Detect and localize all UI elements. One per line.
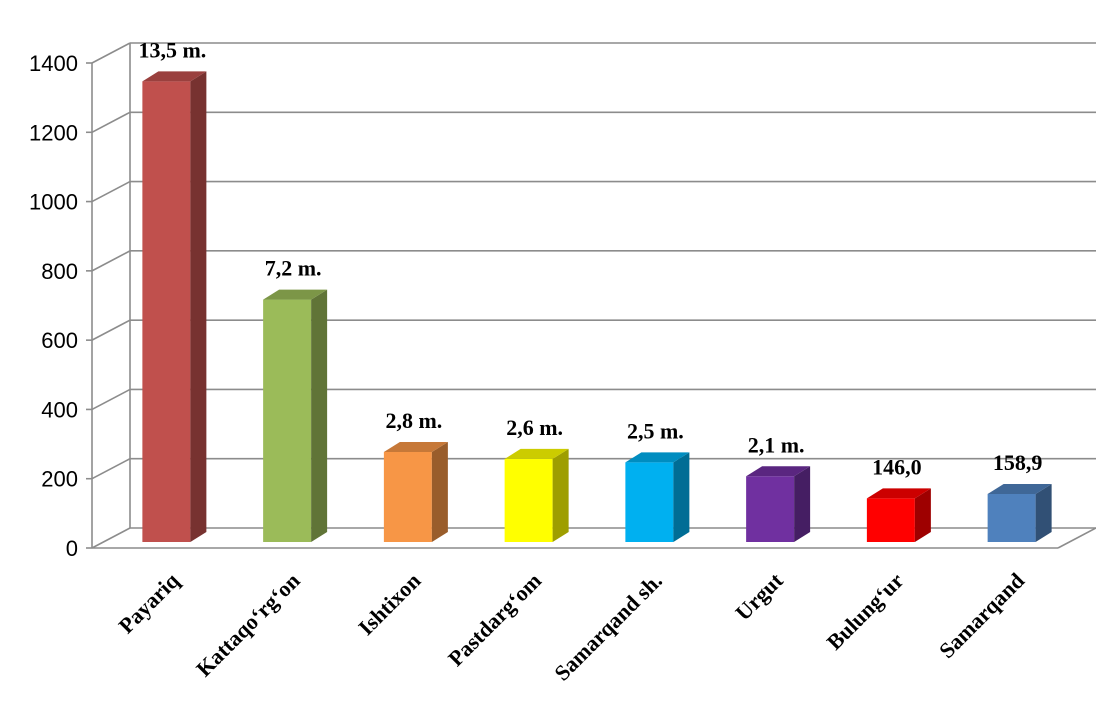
bars [142,71,1052,543]
bar-front [383,452,432,542]
data-label: 2,5 m. [627,418,684,443]
bar-top [866,488,931,499]
y-tick-label: 1000 [29,190,78,215]
bar-4 [504,448,569,542]
bar-side [914,488,931,542]
gridline-connector [91,319,131,341]
gridline-connector [91,388,131,411]
bar-top [263,289,328,300]
bar-front [987,493,1036,542]
gridlines [86,42,1096,549]
category-label: Samarqand [934,568,1029,663]
bar-top [504,448,569,459]
category-label: Kattaqo‘rg‘on [191,568,305,682]
bar-side [1035,483,1052,542]
data-label: 2,6 m. [506,415,563,440]
data-label: 2,8 m. [385,408,442,433]
category-label: Pastdarg‘om [443,568,546,671]
bar-side [673,452,690,542]
floor-right-edge [1057,527,1096,549]
y-tick-label: 200 [41,467,78,492]
gridline-connector [91,111,131,133]
gridline-connector [91,458,131,480]
category-label: Samarqand sh. [549,568,667,686]
bar-top [383,442,448,452]
y-tick-label: 0 [66,536,78,561]
bar-front [263,299,312,542]
data-label: 146,0 [872,454,922,479]
data-label: 7,2 m. [265,256,322,281]
bar-side [431,442,448,542]
bar-top [142,71,207,82]
gridline-connector [91,250,131,272]
gridline-connector [91,527,131,549]
bar-top [625,452,690,463]
bar-front [504,458,553,542]
category-label: Urgut [730,567,788,625]
bar-side [794,466,811,542]
bar-side [311,289,328,542]
y-tick-label: 800 [41,259,78,284]
y-tick-label: 400 [41,397,78,422]
bar-top [987,483,1052,494]
bar-side [552,448,569,542]
bar-front [746,476,795,542]
bar-front [625,462,674,542]
y-axis-ticks: 0 200 400 600 800 1000 1200 1400 [29,51,78,561]
bar-front [142,81,191,543]
bar-8 [987,483,1052,542]
y-tick-label: 1200 [29,120,78,145]
bar-top [746,466,811,477]
bar-front [866,498,915,542]
gridline-connector [91,42,131,64]
bar-2 [263,289,328,542]
data-label: 13,5 m. [138,37,206,62]
bar-7 [866,488,931,542]
bar-side [190,71,207,543]
category-label: Bulung‘ur [822,568,909,655]
data-label: 158,9 [993,450,1043,475]
y-tick-label: 1400 [29,51,78,76]
category-label: Payariq [114,567,185,638]
data-labels: 13,5 m. 7,2 m. 2,8 m. 2,6 m. 2,5 m. 2,1 m. 146… [138,37,1042,479]
bar-3 [383,442,448,542]
category-label: Ishtixon [353,568,425,640]
bar-1 [142,71,207,543]
gridline-connector [91,180,131,203]
y-tick-label: 600 [41,328,78,353]
bar-5 [625,452,690,542]
bar-6 [746,466,811,542]
data-label: 2,1 m. [748,432,805,457]
x-axis-categories: Payariq Kattaqo‘rg‘on Ishtixon Pastdarg‘om S… [114,567,1030,685]
